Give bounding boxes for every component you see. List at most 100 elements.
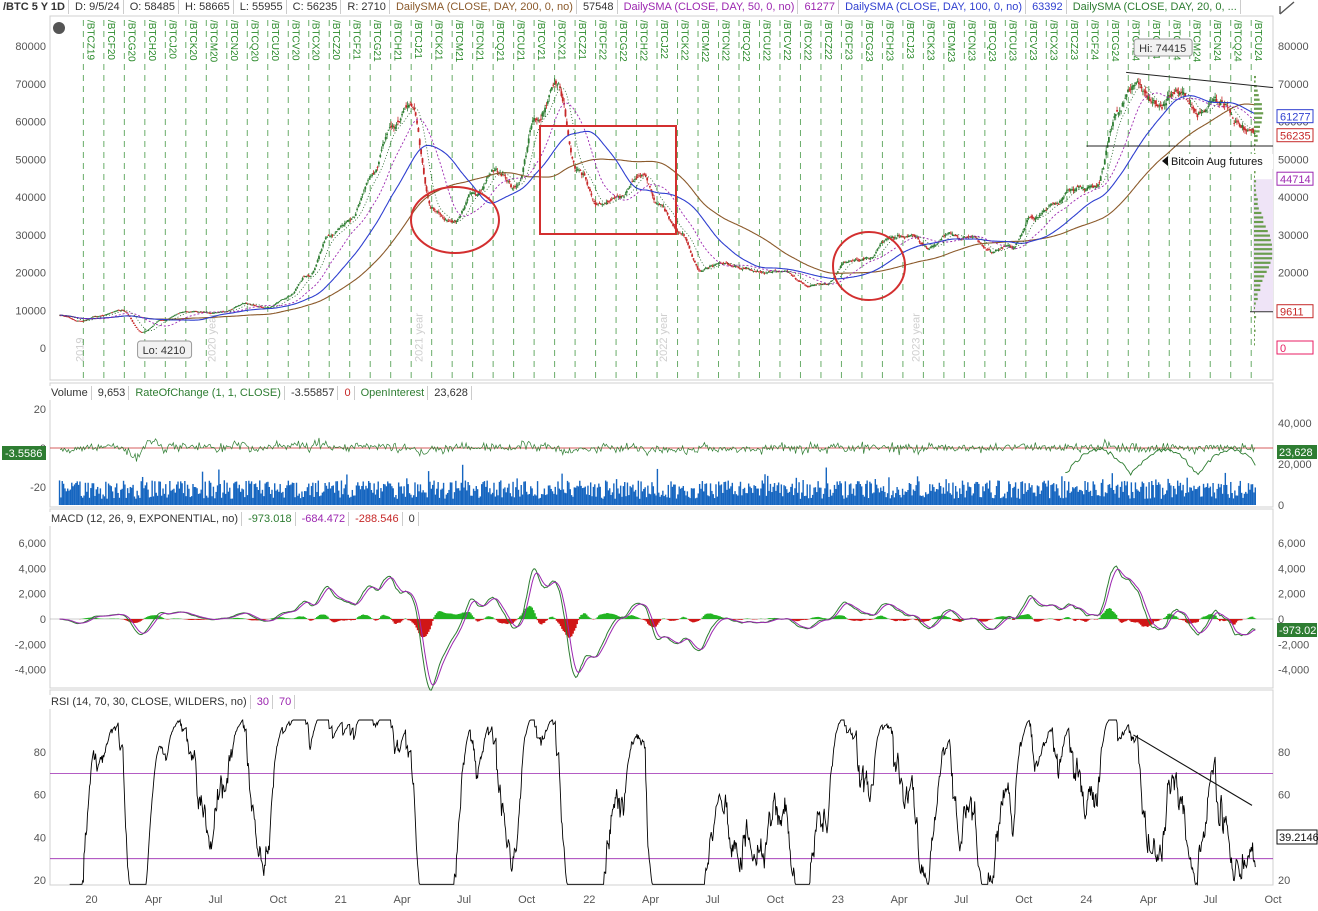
oi-label[interactable]: OpenInterest	[357, 386, 429, 400]
macd-hist-bar	[264, 619, 267, 620]
candle-body	[390, 125, 393, 128]
candle-body	[589, 189, 591, 191]
volume-profile-bar	[1254, 107, 1262, 110]
candle-body	[349, 219, 352, 221]
candle-body	[1174, 90, 1177, 92]
macd-hist-bar	[1167, 613, 1170, 619]
candle-body	[598, 202, 601, 204]
x-axis-label: Oct	[1015, 894, 1032, 906]
macd-hist-bar	[864, 619, 867, 620]
volume-bar	[1035, 496, 1037, 505]
candle-body	[608, 201, 610, 203]
volume-bar	[626, 482, 629, 505]
candle-body	[703, 269, 706, 271]
macd-tick-right: 4,000	[1278, 563, 1306, 575]
candle-body	[553, 83, 556, 85]
volume-bar	[923, 497, 926, 505]
volume-bar	[60, 497, 62, 505]
volume-bar	[1164, 493, 1167, 505]
sma200-label[interactable]: DailySMA (CLOSE, DAY, 200, 0, no)	[393, 0, 577, 14]
candle-body	[282, 299, 285, 300]
candle-body	[432, 207, 435, 209]
roc-line	[59, 437, 1255, 462]
candle-body	[164, 320, 166, 321]
candle-body	[747, 268, 749, 270]
macd-hist-bar	[419, 619, 422, 636]
macd-hist-bar	[1224, 619, 1227, 621]
volume-bar	[425, 492, 427, 505]
candle-body	[534, 119, 537, 121]
macd-hist-bar	[348, 619, 351, 620]
sma20-label[interactable]: DailySMA (CLOSE, DAY, 20, 0, ...	[1070, 0, 1241, 14]
volume-bar	[214, 498, 216, 505]
volume-bar	[369, 482, 371, 505]
roc-label[interactable]: RateOfChange (1, 1, CLOSE)	[132, 386, 285, 400]
candle-body	[665, 210, 668, 212]
macd-hist-bar	[862, 619, 864, 621]
candle-body	[1008, 245, 1011, 247]
volume-bar	[449, 482, 452, 505]
candle-body	[587, 186, 590, 189]
volume-bar	[651, 482, 653, 505]
volume-bar	[430, 488, 433, 505]
macd-hist-bar	[559, 619, 562, 627]
macd-hist-bar	[370, 618, 373, 619]
candle-body	[352, 216, 354, 218]
price-panel[interactable]: 8000080000700007000060000600005000050000…	[15, 20, 1314, 378]
volume-bar	[1163, 495, 1165, 505]
macd-hist-bar	[561, 619, 563, 629]
sma50-label[interactable]: DailySMA (CLOSE, DAY, 50, 0, no)	[621, 0, 799, 14]
volume-bar	[587, 485, 589, 505]
volume-bar	[351, 489, 354, 505]
candle-body	[72, 319, 75, 321]
candle-body	[721, 263, 724, 264]
volume-bar	[403, 486, 405, 505]
candle-body	[1005, 245, 1008, 247]
macd-hist-bar	[453, 614, 456, 619]
candle-body	[624, 194, 627, 196]
volume-bar	[814, 487, 817, 505]
macd-hist-bar	[659, 619, 662, 621]
candle-body	[820, 284, 823, 285]
candle-body	[104, 314, 107, 316]
candle-body	[233, 307, 236, 309]
macd-hist-bar	[1206, 615, 1209, 619]
symbol-label[interactable]: /BTC 5 Y 1D	[0, 0, 69, 14]
volume-bar	[1118, 497, 1120, 505]
volume-title[interactable]: Volume	[48, 386, 92, 400]
candle-body	[409, 104, 412, 106]
macd-hist-bar	[495, 619, 498, 621]
candle-body	[811, 285, 813, 286]
volume-bar	[347, 494, 349, 505]
volume-bar	[1092, 481, 1094, 505]
macd-hist-bar	[986, 619, 988, 622]
candle-body	[1102, 167, 1105, 170]
x-axis-label: Jul	[954, 894, 968, 906]
macd-hist-bar	[141, 619, 144, 620]
candle-body	[1028, 217, 1031, 218]
macd-hist-bar	[607, 613, 610, 619]
volume-bar	[811, 494, 814, 505]
rsi-panel[interactable]: 808060604040202039.2146	[34, 718, 1318, 887]
candle-body	[350, 218, 353, 220]
volume-bar	[607, 490, 610, 505]
volume-bar	[752, 492, 754, 505]
macd-hist-bar	[359, 615, 362, 619]
candle-body	[593, 201, 595, 203]
macd-label[interactable]: MACD (12, 26, 9, EXPONENTIAL, no)	[48, 512, 243, 526]
volume-bar	[377, 481, 379, 505]
candle-body	[496, 171, 499, 173]
volume-profile-bar	[1254, 261, 1271, 264]
candle-body	[147, 329, 150, 331]
volume-bar	[295, 482, 298, 505]
rsi-label[interactable]: RSI (14, 70, 30, CLOSE, WILDERS, no)	[48, 695, 251, 709]
macd-hist-bar	[520, 615, 523, 619]
macd-hist-bar	[736, 619, 739, 620]
sma100-label[interactable]: DailySMA (CLOSE, DAY, 100, 0, no)	[842, 0, 1026, 14]
volume-bar	[120, 489, 122, 505]
volume-bar	[406, 478, 408, 505]
macd-hist-bar	[1210, 613, 1213, 619]
candle-body	[928, 248, 931, 250]
